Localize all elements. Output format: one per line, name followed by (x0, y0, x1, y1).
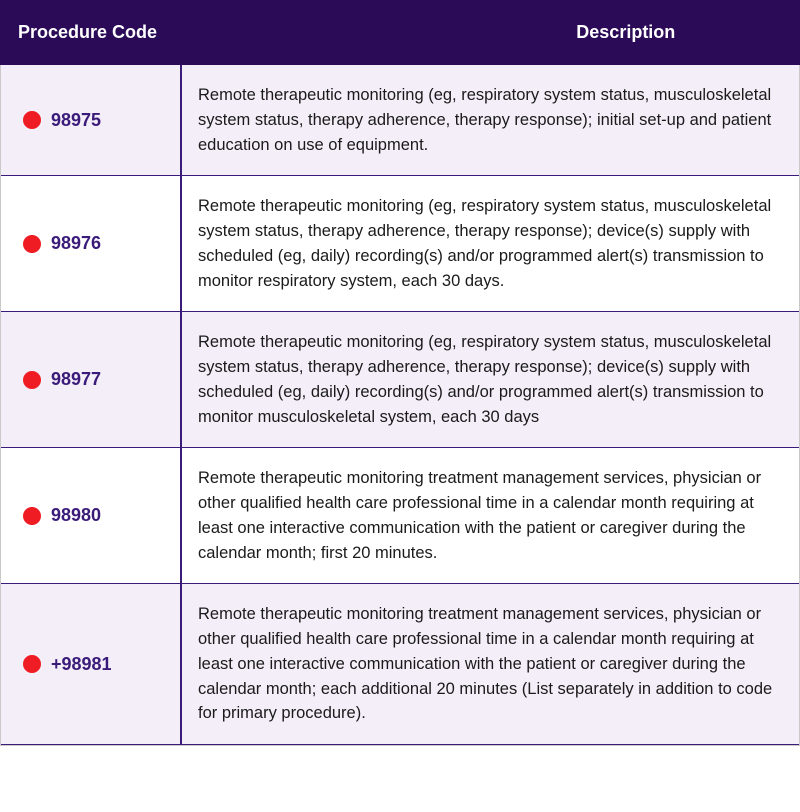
procedure-code-table: Procedure Code Description (0, 0, 800, 65)
code-wrap: +98981 (13, 654, 168, 675)
procedure-code-table-body: 98975 Remote therapeutic monitoring (eg,… (1, 65, 799, 745)
code-cell: 98977 (1, 312, 181, 448)
code-cell: 98975 (1, 65, 181, 176)
table-row: +98981 Remote therapeutic monitoring tre… (1, 584, 799, 745)
table-row: 98975 Remote therapeutic monitoring (eg,… (1, 65, 799, 176)
description-cell: Remote therapeutic monitoring treatment … (181, 448, 799, 584)
code-cell: 98980 (1, 448, 181, 584)
description-cell: Remote therapeutic monitoring (eg, respi… (181, 65, 799, 176)
header-code: Procedure Code (0, 0, 452, 65)
code-wrap: 98977 (13, 369, 168, 390)
table-header-row: Procedure Code Description (0, 0, 800, 65)
status-dot-icon (23, 655, 41, 673)
code-wrap: 98980 (13, 505, 168, 526)
code-wrap: 98975 (13, 110, 168, 131)
code-wrap: 98976 (13, 233, 168, 254)
procedure-code: +98981 (51, 654, 112, 675)
status-dot-icon (23, 507, 41, 525)
status-dot-icon (23, 371, 41, 389)
status-dot-icon (23, 111, 41, 129)
procedure-code: 98977 (51, 369, 101, 390)
table-body-wrapper: 98975 Remote therapeutic monitoring (eg,… (0, 65, 800, 746)
table-row: 98976 Remote therapeutic monitoring (eg,… (1, 176, 799, 312)
status-dot-icon (23, 235, 41, 253)
description-cell: Remote therapeutic monitoring treatment … (181, 584, 799, 745)
code-cell: +98981 (1, 584, 181, 745)
procedure-code: 98980 (51, 505, 101, 526)
header-description: Description (452, 0, 800, 65)
description-cell: Remote therapeutic monitoring (eg, respi… (181, 312, 799, 448)
code-cell: 98976 (1, 176, 181, 312)
table-row: 98980 Remote therapeutic monitoring trea… (1, 448, 799, 584)
description-cell: Remote therapeutic monitoring (eg, respi… (181, 176, 799, 312)
table-row: 98977 Remote therapeutic monitoring (eg,… (1, 312, 799, 448)
procedure-code: 98975 (51, 110, 101, 131)
procedure-code: 98976 (51, 233, 101, 254)
